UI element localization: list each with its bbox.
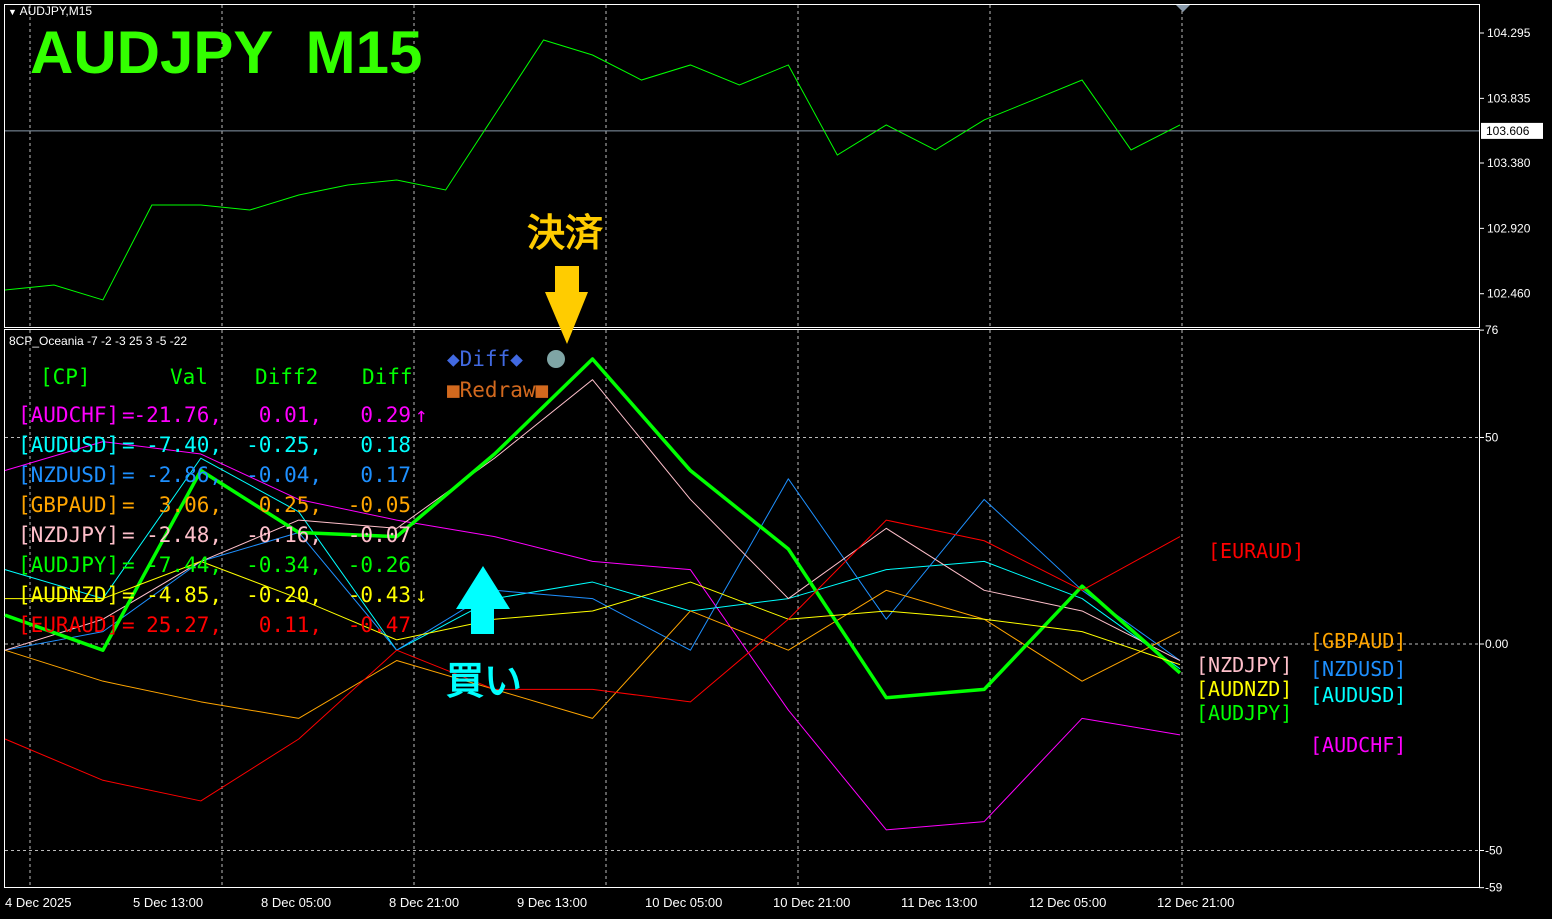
table-cell-eq: = xyxy=(122,493,135,517)
x-tick-label: 4 Dec 2025 xyxy=(5,895,72,910)
table-cell-val: -7.44, xyxy=(146,553,222,577)
table-cell-eq: = xyxy=(122,403,135,427)
table-cell-pair: [AUDJPY] xyxy=(18,553,120,577)
big-title: AUDJPY M15 xyxy=(30,19,423,86)
y-tick-label: 50 xyxy=(1485,431,1499,445)
table-cell-pair: [AUDNZD] xyxy=(18,583,120,607)
series-line-audnzd xyxy=(5,560,1181,666)
table-cell-val: -7.40, xyxy=(146,433,222,457)
table-cell-diff2: -0.25, xyxy=(246,433,322,457)
buy-annotation: 買い xyxy=(446,661,523,703)
indicator-panel-frame xyxy=(4,329,1480,888)
series-end-label: [NZDJPY] xyxy=(1196,653,1293,677)
table-cell-val: -21.76, xyxy=(133,403,222,427)
table-cell-diff2: -0.20, xyxy=(246,583,322,607)
table-cell-eq: = xyxy=(122,583,135,607)
series-end-label: [AUDNZD] xyxy=(1196,677,1293,701)
table-cell-val: -2.86, xyxy=(146,463,222,487)
y-tick-label: 76 xyxy=(1485,323,1499,337)
close-annotation: 決済 xyxy=(527,213,604,255)
y-tick-label: -50 xyxy=(1485,844,1503,858)
table-cell-diff2: 0.11, xyxy=(258,613,322,637)
series-end-label: [AUDUSD] xyxy=(1310,683,1407,707)
y-tick-label: 103.380 xyxy=(1487,156,1531,170)
series-end-label: [AUDCHF] xyxy=(1310,733,1407,757)
table-cell-eq: = xyxy=(122,433,135,457)
table-cell-pair: [EURAUD] xyxy=(18,613,120,637)
x-tick-label: 8 Dec 05:00 xyxy=(261,895,331,910)
table-cell-diff: 0.17 xyxy=(360,463,411,487)
down-arrow-icon xyxy=(545,266,588,344)
diff-button[interactable]: ◆Diff◆ xyxy=(447,347,523,371)
indicator-caption: 8CP_Oceania -7 -2 -3 25 3 -5 -22 xyxy=(9,334,188,348)
redraw-button[interactable]: ■Redraw■ xyxy=(447,378,549,402)
table-cell-diff: -0.47 xyxy=(347,613,411,637)
x-tick-label: 9 Dec 13:00 xyxy=(517,895,587,910)
table-header: [CP] xyxy=(40,365,91,389)
table-header: Diff2 xyxy=(255,365,319,389)
table-cell-diff: 0.29 xyxy=(360,403,411,427)
table-cell-pair: [NZDUSD] xyxy=(18,463,120,487)
table-cell-diff2: -0.04, xyxy=(246,463,322,487)
table-cell-pair: [NZDJPY] xyxy=(18,523,120,547)
current-price-label: 103.606 xyxy=(1486,124,1530,138)
table-cell-val: 3.06, xyxy=(158,493,222,517)
table-header: Diff xyxy=(362,365,413,389)
table-cell-val: -4.85, xyxy=(146,583,222,607)
y-tick-label: 103.835 xyxy=(1487,91,1531,105)
x-tick-label: 11 Dec 13:00 xyxy=(901,895,977,910)
x-tick-label: 5 Dec 13:00 xyxy=(133,895,203,910)
symbol-caption[interactable]: ▼ AUDJPY,M15 xyxy=(8,4,92,18)
y-tick-label: 104.295 xyxy=(1487,26,1531,40)
table-cell-pair: [GBPAUD] xyxy=(18,493,120,517)
current-price-box xyxy=(1481,122,1543,139)
series-line-audjpy xyxy=(4,357,1182,700)
table-cell-diff: -0.07 xyxy=(347,523,411,547)
table-header: Val xyxy=(170,365,208,389)
table-cell-diff: -0.43 xyxy=(347,583,411,607)
price-line xyxy=(4,39,1181,301)
table-cell-diff: 0.18 xyxy=(360,433,411,457)
y-tick-label: -59 xyxy=(1485,881,1503,895)
x-tick-label: 10 Dec 05:00 xyxy=(645,895,722,910)
table-cell-eq: = xyxy=(122,613,135,637)
table-cell-pair: [AUDUSD] xyxy=(18,433,120,457)
table-cell-arrow: ↓ xyxy=(415,583,428,607)
x-tick-label: 10 Dec 21:00 xyxy=(773,895,850,910)
series-end-label: [GBPAUD] xyxy=(1310,629,1407,653)
table-cell-eq: = xyxy=(122,523,135,547)
table-cell-val: 25.27, xyxy=(146,613,222,637)
series-line-audchf xyxy=(4,441,1181,831)
table-cell-diff2: -0.34, xyxy=(246,553,322,577)
dropdown-triangle-icon[interactable]: ▼ xyxy=(8,7,17,17)
series-line-gbpaud xyxy=(4,589,1181,719)
table-cell-val: -2.48, xyxy=(146,523,222,547)
x-tick-label: 12 Dec 05:00 xyxy=(1029,895,1106,910)
table-cell-diff2: 0.25, xyxy=(258,493,322,517)
price-panel-frame xyxy=(4,4,1480,328)
up-arrow-icon xyxy=(456,566,510,634)
series-line-euraud xyxy=(4,519,1181,802)
x-tick-label: 8 Dec 21:00 xyxy=(389,895,459,910)
symbol-caption-text: AUDJPY,M15 xyxy=(19,4,93,18)
table-cell-eq: = xyxy=(122,553,135,577)
series-end-label: [NZDUSD] xyxy=(1310,657,1407,681)
signal-dot-icon xyxy=(547,350,565,368)
table-cell-diff2: 0.01, xyxy=(258,403,322,427)
table-cell-diff2: -0.16, xyxy=(246,523,322,547)
series-end-label: [AUDJPY] xyxy=(1196,701,1293,725)
series-line-audusd xyxy=(4,457,1181,670)
shift-marker-icon xyxy=(1176,5,1190,12)
table-cell-diff: -0.05 xyxy=(347,493,411,517)
table-cell-eq: = xyxy=(122,463,135,487)
table-cell-pair: [AUDCHF] xyxy=(18,403,120,427)
y-tick-label: 102.460 xyxy=(1487,287,1531,301)
y-tick-label: 102.920 xyxy=(1487,221,1531,235)
table-cell-arrow: ↑ xyxy=(415,403,428,427)
x-tick-label: 12 Dec 21:00 xyxy=(1157,895,1234,910)
y-tick-label: 0.00 xyxy=(1485,637,1509,651)
table-cell-diff: -0.26 xyxy=(347,553,411,577)
series-end-label: [EURAUD] xyxy=(1208,539,1305,563)
